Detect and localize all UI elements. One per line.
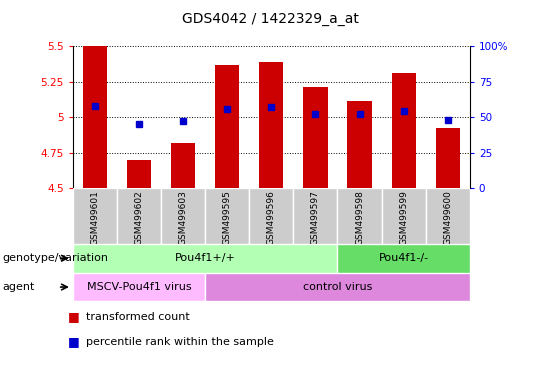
Text: transformed count: transformed count — [86, 312, 190, 322]
FancyBboxPatch shape — [338, 244, 470, 273]
Text: GSM499601: GSM499601 — [91, 190, 99, 245]
Text: GSM499596: GSM499596 — [267, 190, 276, 245]
Bar — [83, 46, 107, 188]
FancyBboxPatch shape — [249, 188, 293, 244]
Text: Pou4f1+/+: Pou4f1+/+ — [175, 253, 235, 263]
FancyBboxPatch shape — [293, 188, 338, 244]
Text: agent: agent — [3, 282, 35, 292]
Bar — [171, 143, 195, 188]
FancyBboxPatch shape — [382, 188, 426, 244]
Bar — [127, 160, 151, 188]
Bar — [347, 101, 372, 188]
FancyBboxPatch shape — [117, 188, 161, 244]
FancyBboxPatch shape — [73, 188, 117, 244]
Text: percentile rank within the sample: percentile rank within the sample — [86, 337, 274, 347]
Text: GDS4042 / 1422329_a_at: GDS4042 / 1422329_a_at — [181, 12, 359, 26]
Text: GSM499602: GSM499602 — [134, 190, 144, 245]
Bar — [303, 87, 328, 188]
Bar — [259, 62, 284, 188]
Text: Pou4f1-/-: Pou4f1-/- — [379, 253, 429, 263]
Text: ■: ■ — [68, 310, 79, 323]
Text: genotype/variation: genotype/variation — [3, 253, 109, 263]
FancyBboxPatch shape — [205, 273, 470, 301]
Text: GSM499597: GSM499597 — [311, 190, 320, 245]
Text: GSM499600: GSM499600 — [443, 190, 452, 245]
FancyBboxPatch shape — [73, 273, 205, 301]
Text: GSM499603: GSM499603 — [179, 190, 188, 245]
Text: ■: ■ — [68, 335, 79, 348]
Bar — [215, 65, 239, 188]
FancyBboxPatch shape — [161, 188, 205, 244]
Bar — [392, 73, 416, 188]
Text: MSCV-Pou4f1 virus: MSCV-Pou4f1 virus — [87, 282, 191, 292]
Text: GSM499598: GSM499598 — [355, 190, 364, 245]
FancyBboxPatch shape — [205, 188, 249, 244]
FancyBboxPatch shape — [73, 244, 338, 273]
Text: control virus: control virus — [303, 282, 372, 292]
FancyBboxPatch shape — [426, 188, 470, 244]
Bar — [436, 129, 460, 188]
Text: GSM499599: GSM499599 — [399, 190, 408, 245]
Text: GSM499595: GSM499595 — [223, 190, 232, 245]
FancyBboxPatch shape — [338, 188, 382, 244]
